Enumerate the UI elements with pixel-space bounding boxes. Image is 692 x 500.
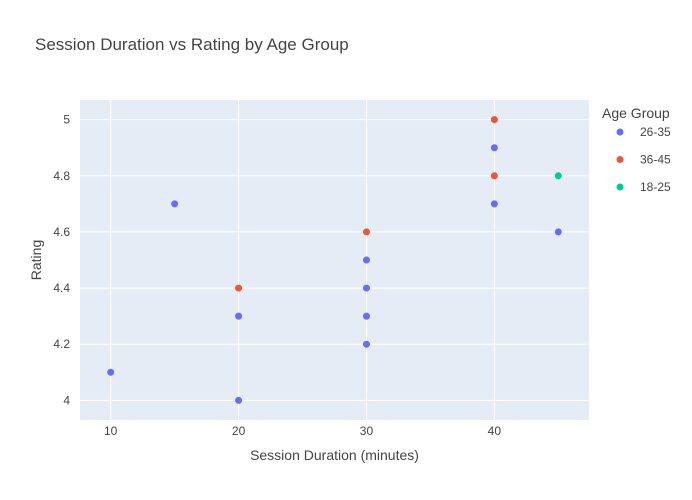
y-axis-title: Rating xyxy=(28,240,44,280)
data-point xyxy=(554,172,562,180)
legend-marker xyxy=(616,128,624,136)
data-points xyxy=(107,116,562,404)
legend-item-label: 26-35 xyxy=(640,125,671,139)
x-tick-label: 10 xyxy=(104,424,118,438)
legend-marker xyxy=(616,156,624,163)
legend-marker xyxy=(616,183,624,191)
data-point xyxy=(235,312,243,320)
data-point xyxy=(235,284,243,292)
chart-title: Session Duration vs Rating by Age Group xyxy=(35,35,349,54)
data-point xyxy=(490,200,498,208)
data-point xyxy=(554,228,562,236)
legend-title: Age Group xyxy=(602,105,670,121)
x-tick-label: 30 xyxy=(360,424,374,438)
data-point xyxy=(171,200,179,208)
x-axis-title: Session Duration (minutes) xyxy=(250,447,419,463)
data-point xyxy=(362,340,370,348)
data-point xyxy=(490,116,498,124)
series-36-45 xyxy=(235,116,498,292)
series-26-35 xyxy=(107,144,562,404)
y-axis-ticks: 4 4.2 4.4 4.6 4.8 5 xyxy=(53,113,70,408)
x-tick-label: 40 xyxy=(488,424,502,438)
data-point xyxy=(362,312,370,320)
series-18-25 xyxy=(554,172,562,180)
x-axis-ticks: 10 20 30 40 xyxy=(104,424,501,438)
legend-item-label: 18-25 xyxy=(640,180,671,194)
data-point xyxy=(107,368,115,376)
x-tick-label: 20 xyxy=(232,424,246,438)
legend: Age Group 26-35 36-45 18-25 xyxy=(602,105,671,194)
y-tick-label: 4.2 xyxy=(53,337,70,351)
legend-item-label: 36-45 xyxy=(640,153,671,167)
grid-lines xyxy=(80,100,589,420)
plot-area xyxy=(80,100,589,420)
y-tick-label: 4 xyxy=(63,393,70,407)
data-point xyxy=(362,228,370,236)
data-point xyxy=(235,396,243,404)
data-point xyxy=(490,172,498,180)
y-tick-label: 4.8 xyxy=(53,169,70,183)
y-tick-label: 4.6 xyxy=(53,225,70,239)
data-point xyxy=(362,284,370,292)
data-point xyxy=(490,144,498,152)
data-point xyxy=(362,256,370,264)
y-tick-label: 4.4 xyxy=(53,281,70,295)
y-tick-label: 5 xyxy=(63,113,70,127)
